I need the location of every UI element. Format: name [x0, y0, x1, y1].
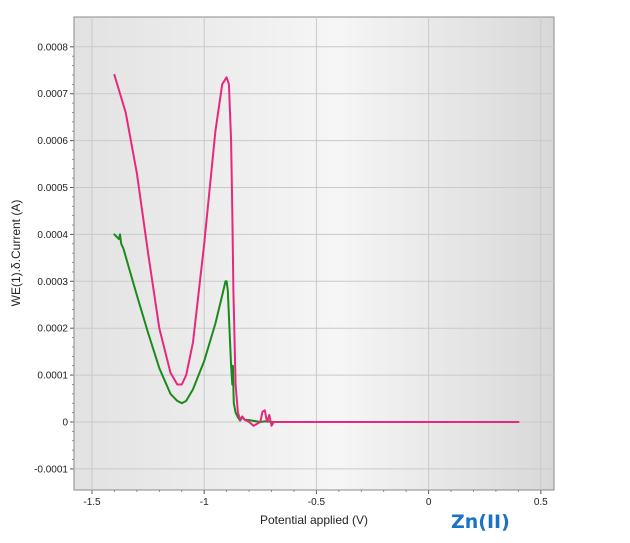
plot-background — [73, 16, 555, 491]
tick-labels: -1.5 -1 -0.5 0 0.5 -0.0001 0 0.0001 0.0002 0.0003… — [34, 42, 548, 508]
series-lines — [113, 73, 520, 427]
x-axis-title: Potential applied (V) — [260, 513, 368, 527]
y-tick-label: 0.0001 — [37, 371, 68, 382]
x-tick-label: -1.5 — [83, 497, 101, 508]
y-tick-label: 0.0004 — [37, 230, 68, 241]
series-line-1 — [113, 233, 520, 423]
x-tick-label: 0.5 — [534, 497, 548, 508]
axis-ticks — [70, 46, 542, 494]
y-tick-label: 0.0003 — [37, 277, 68, 288]
y-tick-label: -0.0001 — [34, 464, 68, 475]
y-tick-label: 0.0008 — [37, 42, 68, 53]
y-tick-label: 0.0002 — [37, 324, 68, 335]
gridlines — [74, 17, 554, 490]
y-axis-title: WE(1).δ.Current (A) — [9, 200, 23, 307]
x-tick-label: -0.5 — [308, 497, 326, 508]
y-tick-label: 0.0005 — [37, 183, 68, 194]
y-tick-label: 0 — [62, 418, 68, 429]
series-line-2 — [113, 73, 520, 427]
x-tick-label: -1 — [200, 497, 209, 508]
annotation-label: Zn(II) — [451, 511, 510, 533]
x-tick-label: 0 — [426, 497, 432, 508]
y-tick-label: 0.0007 — [37, 89, 68, 100]
y-tick-label: 0.0006 — [37, 136, 68, 147]
